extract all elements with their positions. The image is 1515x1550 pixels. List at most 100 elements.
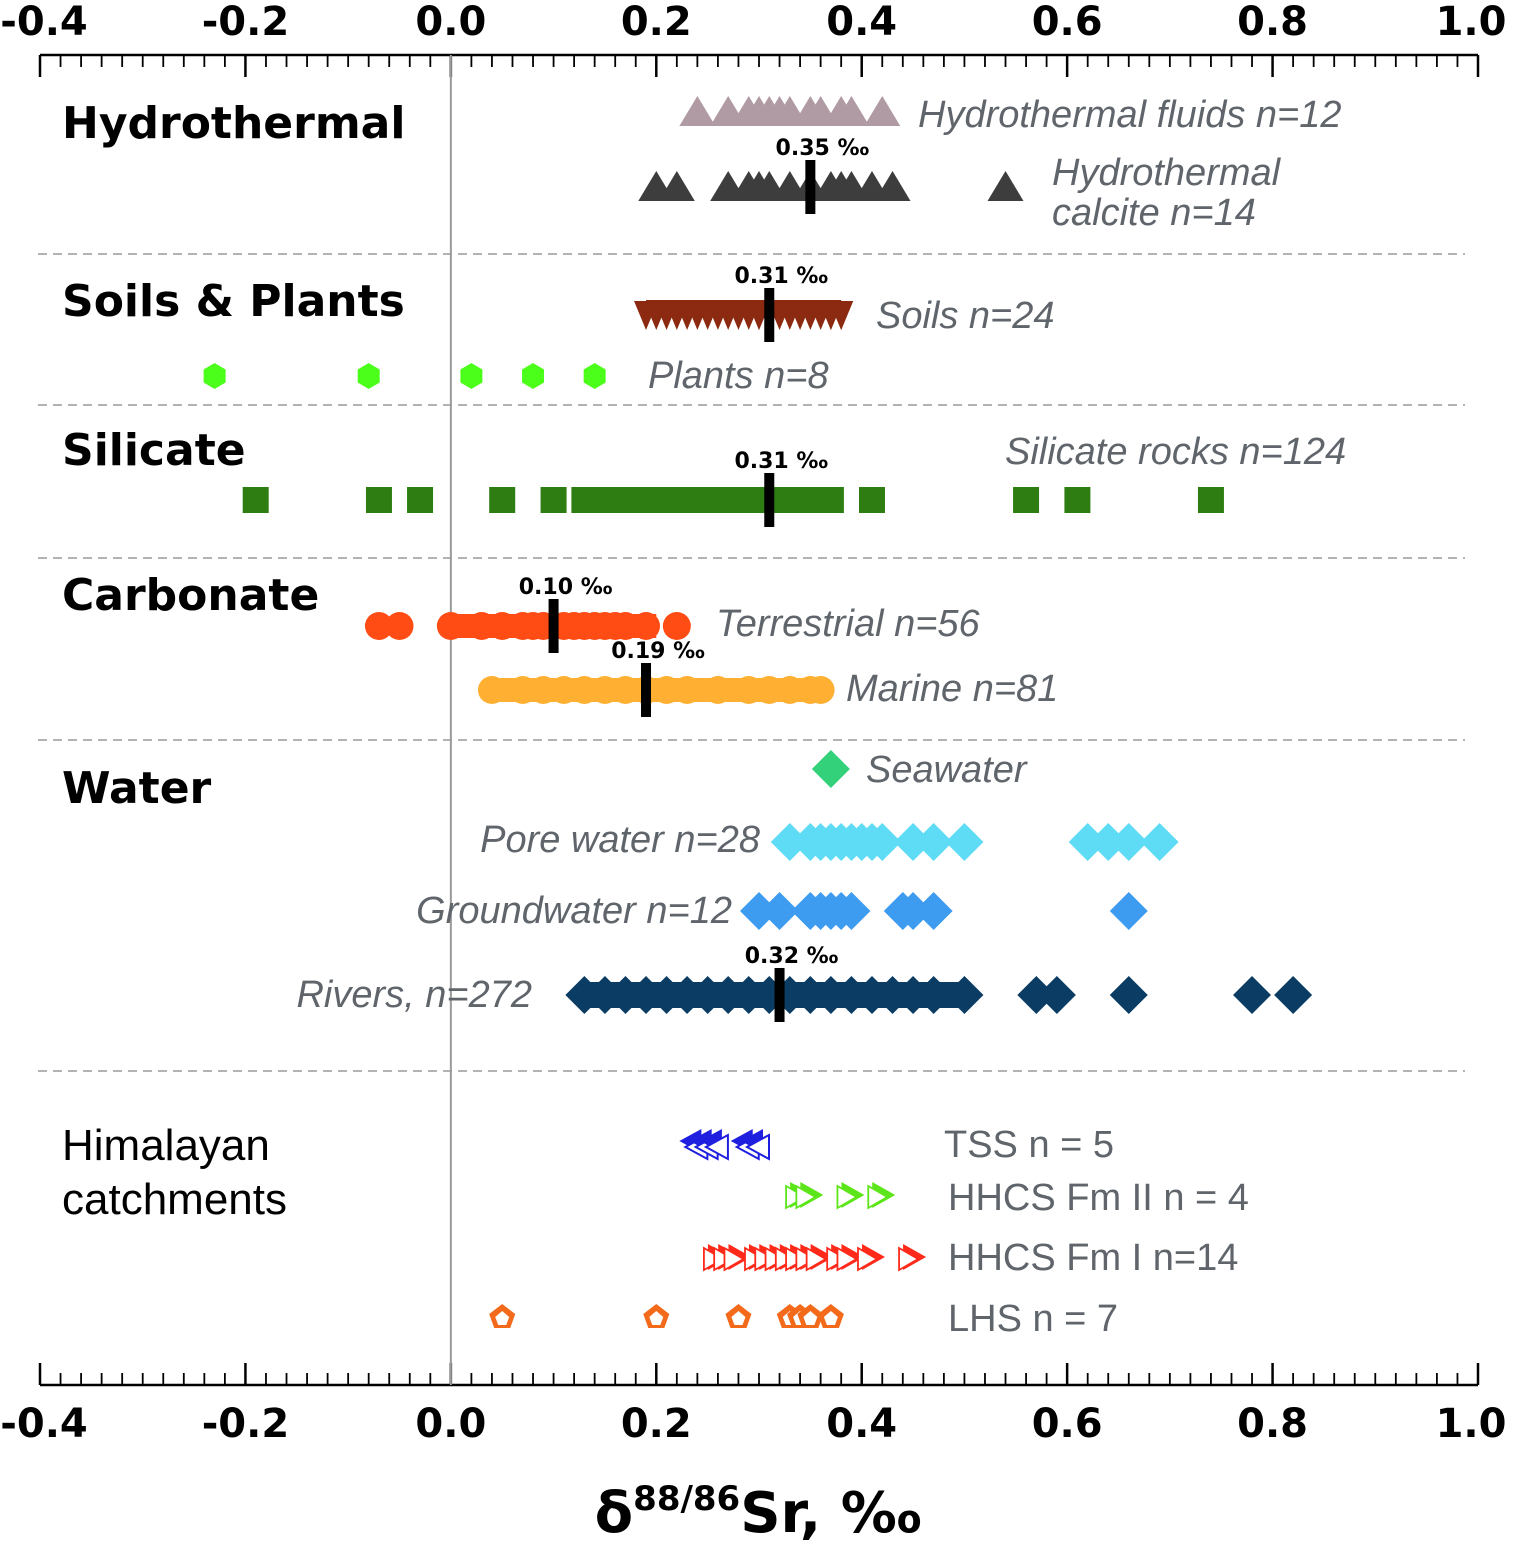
data-point	[365, 487, 392, 513]
series-label-line: Hydrothermal	[1052, 152, 1282, 194]
x-axis-title-superscript: 88/86	[633, 1479, 740, 1519]
bottom-tick-label: 0.2	[621, 1401, 692, 1447]
data-point	[805, 1244, 834, 1272]
data-point	[583, 363, 606, 389]
data-point	[703, 676, 732, 704]
data-point	[770, 823, 809, 861]
hexagon-marker	[522, 363, 545, 389]
data-point	[529, 676, 558, 704]
series-label-line: calcite n=14	[1052, 192, 1256, 234]
diamond-marker	[688, 976, 727, 1014]
diamond-marker	[1017, 976, 1056, 1014]
data-point	[467, 612, 496, 640]
data-point	[987, 171, 1024, 201]
top-tick-label: 0.6	[1032, 0, 1103, 45]
x-axis-title-rest: Sr, ‰	[740, 1481, 921, 1546]
triangle-left-open-marker	[744, 1133, 770, 1161]
diamond-marker	[914, 976, 953, 1014]
data-point	[1197, 487, 1224, 513]
data-point	[811, 750, 850, 788]
median-label: 0.10 ‰	[519, 575, 613, 600]
series-label: Groundwater n=12	[416, 890, 732, 932]
pentagon-marker-hole	[803, 1311, 818, 1325]
data-point	[836, 1182, 865, 1210]
diamond-marker	[760, 892, 799, 930]
data-point	[1068, 823, 1107, 861]
data-point	[522, 363, 545, 389]
triangle-left-open-marker	[703, 1133, 729, 1161]
data-point	[1109, 823, 1148, 861]
data-point	[806, 676, 835, 704]
triangle-right-open-marker	[723, 1246, 746, 1272]
top-tick-label: 0.8	[1237, 0, 1308, 45]
data-point	[817, 487, 844, 513]
group-label: Soils & Plants	[62, 276, 405, 327]
data-point	[833, 96, 870, 126]
data-point	[832, 976, 871, 1014]
bottom-tick-label: -0.2	[202, 1401, 289, 1447]
diamond-marker	[945, 976, 984, 1014]
data-point	[863, 823, 902, 861]
data-point	[540, 487, 567, 513]
top-tick-label: -0.2	[202, 0, 289, 45]
triangle-up-marker	[833, 96, 870, 126]
data-point	[242, 487, 269, 513]
data-point	[873, 976, 912, 1014]
ticks	[38, 55, 1480, 1385]
triangle-up-marker	[987, 171, 1024, 201]
data-point	[1109, 892, 1148, 930]
square-marker	[817, 487, 844, 513]
group-label-himalayan: Himalayan catchments	[62, 1121, 287, 1224]
axes: -0.4 -0.2 0.0 0.2 0.4 0.6 0.8 1.0 -0.4 -0.2 0.0 0.…	[0, 0, 1506, 1447]
data-point	[632, 612, 661, 640]
circle-marker	[385, 612, 414, 640]
diamond-marker	[832, 976, 871, 1014]
diamond-marker	[894, 823, 933, 861]
data-point	[734, 676, 763, 704]
hexagon-marker	[203, 363, 226, 389]
data-point	[1233, 976, 1272, 1014]
circle-marker	[703, 676, 732, 704]
square-marker	[1064, 487, 1091, 513]
data-point	[894, 976, 933, 1014]
data-point	[611, 676, 640, 704]
square-marker	[242, 487, 269, 513]
data-point	[570, 676, 599, 704]
group-label-line: catchments	[62, 1175, 287, 1224]
data-point	[489, 487, 516, 513]
data-point	[611, 612, 640, 640]
diamond-marker	[1233, 976, 1272, 1014]
triangle-up-marker	[658, 171, 695, 201]
square-marker	[489, 487, 516, 513]
diamond-marker	[1089, 823, 1128, 861]
data-point	[565, 976, 604, 1014]
data-point	[791, 976, 830, 1014]
diamond-marker	[945, 823, 984, 861]
data-point	[436, 612, 465, 640]
series-label: HHCS Fm I n=14	[948, 1237, 1238, 1279]
median-bar	[641, 663, 652, 717]
group-label: Hydrothermal	[62, 98, 405, 149]
triangle-up-marker	[864, 96, 901, 126]
data-point	[508, 676, 537, 704]
data-point	[874, 171, 911, 201]
diamond-marker	[811, 750, 850, 788]
top-tick-label: 0.2	[621, 0, 692, 45]
data-point	[662, 612, 691, 640]
square-marker	[407, 487, 434, 513]
data-point	[1064, 487, 1091, 513]
median-layer: 0.35 ‰ 0.31 ‰ 0.31 ‰ 0.10 ‰ 0.19 ‰ 0.32 ‰	[519, 136, 870, 1022]
circle-marker	[734, 676, 763, 704]
data-point	[407, 487, 434, 513]
bottom-tick-labels: -0.4 -0.2 0.0 0.2 0.4 0.6 0.8 1.0	[0, 1401, 1506, 1447]
series-label: Silicate rocks n=124	[1005, 431, 1346, 473]
triangle-right-open-marker	[898, 1246, 920, 1272]
data-point	[1274, 976, 1313, 1014]
top-tick-label: -0.4	[0, 0, 87, 45]
data-point	[585, 976, 624, 1014]
median-label: 0.19 ‰	[611, 639, 705, 664]
group-label: Carbonate	[62, 570, 319, 621]
circle-marker	[611, 676, 640, 704]
median-label: 0.35 ‰	[776, 136, 870, 161]
circle-marker	[529, 676, 558, 704]
